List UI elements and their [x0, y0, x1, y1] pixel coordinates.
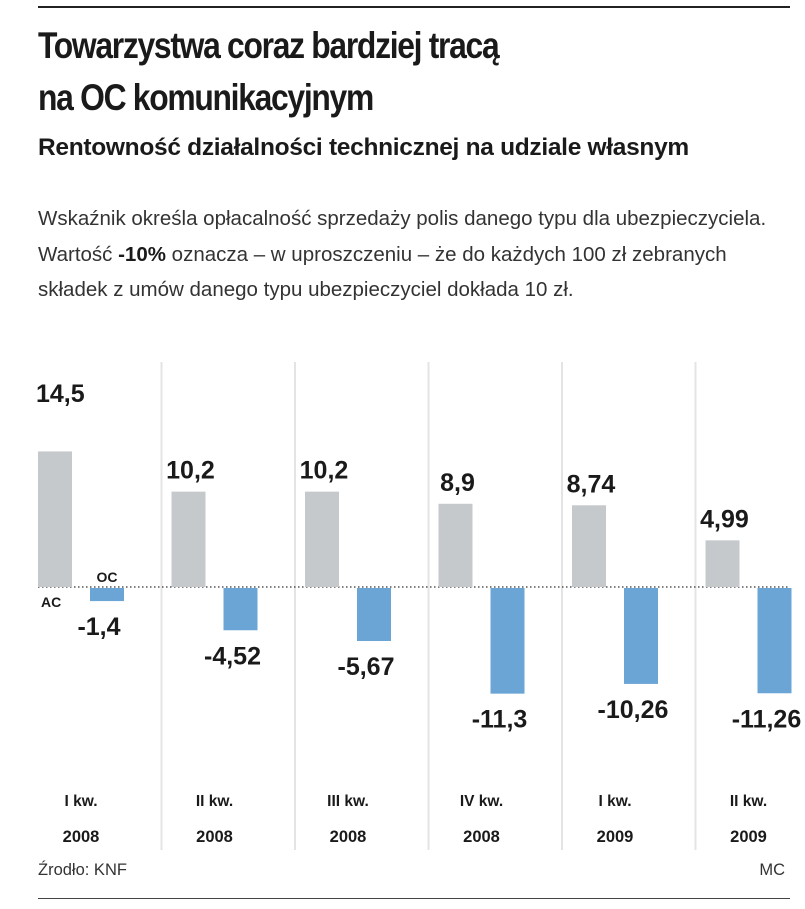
- category-label-quarter: II kw.: [196, 793, 233, 810]
- data-label-ac: 4,99: [700, 505, 749, 533]
- bar-oc: [90, 588, 124, 602]
- data-label-ac: 8,74: [567, 470, 616, 498]
- bar-oc: [757, 588, 792, 694]
- description-text: Wskaźnik określa opłacalność sprzedaży p…: [38, 207, 767, 266]
- category-label-year: 2009: [597, 828, 634, 846]
- data-label-oc: -11,26: [732, 705, 802, 733]
- top-rule: [38, 6, 790, 8]
- category-label-quarter: IV kw.: [460, 793, 503, 810]
- category-label-year: 2008: [330, 828, 367, 846]
- data-label-oc: -11,3: [472, 706, 528, 734]
- category-label-year: 2008: [196, 828, 233, 846]
- category-label-quarter: II kw.: [730, 793, 767, 810]
- bar-ac: [171, 491, 206, 587]
- description-highlight: -10%: [118, 242, 166, 266]
- bar-oc: [624, 588, 658, 684]
- bottom-rule: [38, 898, 790, 899]
- data-label-ac: 10,2: [300, 457, 349, 485]
- bar-chart: 14,5 -1,4 I kw. 2008 10,2 -4,52 II kw. 2008 10,2…: [36, 362, 802, 850]
- source-note: Źrodło: KNF: [38, 861, 127, 879]
- bar-ac: [705, 540, 740, 587]
- chart-subtitle: Rentowność działalności technicznej na u…: [38, 134, 689, 161]
- category-label-quarter: III kw.: [327, 793, 369, 810]
- data-label-oc: -10,26: [598, 696, 669, 724]
- data-label-oc: -1,4: [77, 613, 120, 641]
- data-label-ac: 8,9: [440, 469, 475, 497]
- bar-oc: [490, 588, 525, 694]
- category-label-year: 2008: [463, 828, 500, 846]
- data-label-ac: 14,5: [36, 380, 85, 408]
- bar-ac: [305, 491, 339, 587]
- series-label-oc: OC: [97, 569, 118, 585]
- bar-oc: [357, 588, 391, 642]
- bar-oc: [223, 588, 258, 631]
- category-label-quarter: I kw.: [64, 793, 97, 810]
- bar-ac: [438, 503, 473, 587]
- author-credit: MC: [759, 861, 785, 879]
- category-label-year: 2008: [63, 828, 100, 846]
- data-label-oc: -4,52: [204, 642, 261, 670]
- category-label-quarter: I kw.: [598, 793, 631, 810]
- bar-ac: [38, 451, 72, 587]
- category-label-year: 2009: [730, 828, 767, 846]
- bar-ac: [572, 505, 606, 587]
- chart-title: Towarzystwa coraz bardziej tracą na OC k…: [38, 25, 500, 118]
- series-label-ac: AC: [41, 594, 61, 610]
- chart-description: Wskaźnik określa opłacalność sprzedaży p…: [38, 201, 798, 308]
- data-label-oc: -5,67: [338, 653, 395, 681]
- data-label-ac: 10,2: [166, 457, 215, 485]
- description-text-cont: oznacza – w uproszczeniu – że do każdych…: [38, 242, 727, 302]
